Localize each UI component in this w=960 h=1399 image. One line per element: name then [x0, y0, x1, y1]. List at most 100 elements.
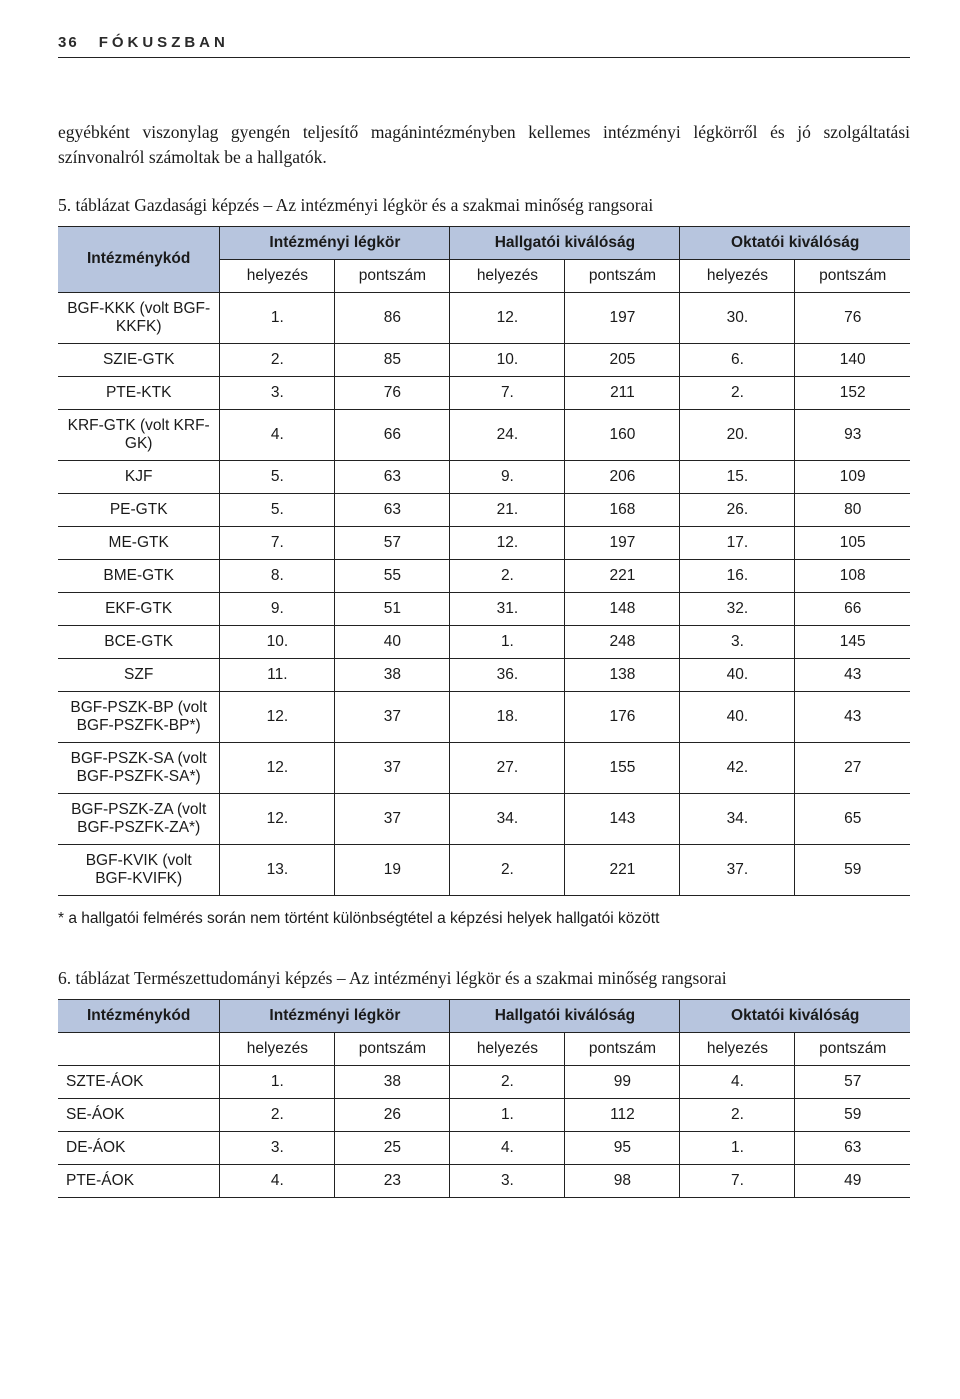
table1-footnote: * a hallgatói felmérés során nem történt… [58, 910, 910, 928]
cell-name: PTE-KTK [58, 376, 220, 409]
cell-value: 63 [795, 1131, 910, 1164]
cell-value: 145 [795, 625, 910, 658]
cell-value: 7. [680, 1164, 795, 1197]
cell-value: 20. [680, 409, 795, 460]
cell-value: 43 [795, 658, 910, 691]
cell-value: 38 [335, 658, 450, 691]
cell-name: BGF-PSZK-SA (volt BGF-PSZFK-SA*) [58, 742, 220, 793]
col-intezmenyi-legkor: Intézményi légkör [220, 999, 450, 1032]
col-intezmenykod: Intézménykód [58, 226, 220, 292]
cell-value: 30. [680, 292, 795, 343]
col-oktatoi-kivalosag: Oktatói kiválóság [680, 226, 910, 259]
cell-value: 26 [335, 1098, 450, 1131]
table2-caption: 6. táblázat Természettudományi képzés – … [58, 968, 910, 989]
cell-value: 4. [220, 1164, 335, 1197]
cell-value: 93 [795, 409, 910, 460]
cell-value: 23 [335, 1164, 450, 1197]
cell-name: BCE-GTK [58, 625, 220, 658]
cell-value: 37 [335, 742, 450, 793]
cell-name: BME-GTK [58, 559, 220, 592]
table2-group-header-row: Intézménykód Intézményi légkör Hallgatói… [58, 999, 910, 1032]
cell-value: 4. [680, 1065, 795, 1098]
cell-value: 25 [335, 1131, 450, 1164]
cell-value: 13. [220, 844, 335, 895]
cell-name: BGF-PSZK-BP (volt BGF-PSZFK-BP*) [58, 691, 220, 742]
cell-value: 160 [565, 409, 680, 460]
table-row: BCE-GTK10.401.2483.145 [58, 625, 910, 658]
cell-value: 112 [565, 1098, 680, 1131]
cell-name: KRF-GTK (volt KRF-GK) [58, 409, 220, 460]
cell-value: 63 [335, 460, 450, 493]
table-row: KJF5.639.20615.109 [58, 460, 910, 493]
cell-name: EKF-GTK [58, 592, 220, 625]
cell-name: BGF-KKK (volt BGF-KKFK) [58, 292, 220, 343]
cell-name: PE-GTK [58, 493, 220, 526]
cell-value: 16. [680, 559, 795, 592]
cell-value: 15. [680, 460, 795, 493]
cell-value: 1. [220, 292, 335, 343]
cell-value: 66 [795, 592, 910, 625]
sub-pontszam: pontszám [335, 1032, 450, 1065]
cell-value: 85 [335, 343, 450, 376]
cell-value: 152 [795, 376, 910, 409]
cell-value: 27 [795, 742, 910, 793]
cell-value: 19 [335, 844, 450, 895]
cell-name: SZTE-ÁOK [58, 1065, 220, 1098]
table-row: SZTE-ÁOK1.382.994.57 [58, 1065, 910, 1098]
cell-value: 10. [450, 343, 565, 376]
cell-value: 34. [680, 793, 795, 844]
cell-value: 221 [565, 844, 680, 895]
cell-value: 155 [565, 742, 680, 793]
sub-pontszam: pontszám [565, 259, 680, 292]
cell-value: 3. [450, 1164, 565, 1197]
cell-value: 11. [220, 658, 335, 691]
sub-helyezes: helyezés [680, 1032, 795, 1065]
cell-value: 197 [565, 526, 680, 559]
cell-value: 105 [795, 526, 910, 559]
table1-group-header-row: Intézménykód Intézményi légkör Hallgatói… [58, 226, 910, 259]
cell-value: 65 [795, 793, 910, 844]
sub-pontszam: pontszám [565, 1032, 680, 1065]
col-intezmenyi-legkor: Intézményi légkör [220, 226, 450, 259]
cell-value: 95 [565, 1131, 680, 1164]
cell-name: KJF [58, 460, 220, 493]
cell-value: 59 [795, 1098, 910, 1131]
cell-value: 168 [565, 493, 680, 526]
col-hallgatoi-kivalosag: Hallgatói kiválóság [450, 999, 680, 1032]
cell-value: 76 [335, 376, 450, 409]
cell-name: BGF-PSZK-ZA (volt BGF-PSZFK-ZA*) [58, 793, 220, 844]
cell-value: 12. [450, 292, 565, 343]
cell-name: ME-GTK [58, 526, 220, 559]
cell-value: 12. [220, 742, 335, 793]
cell-value: 140 [795, 343, 910, 376]
cell-value: 24. [450, 409, 565, 460]
cell-value: 3. [680, 625, 795, 658]
cell-value: 248 [565, 625, 680, 658]
cell-value: 55 [335, 559, 450, 592]
cell-value: 36. [450, 658, 565, 691]
cell-value: 108 [795, 559, 910, 592]
table-row: DE-ÁOK3.254.951.63 [58, 1131, 910, 1164]
table1-caption: 5. táblázat Gazdasági képzés – Az intézm… [58, 195, 910, 216]
cell-value: 12. [220, 691, 335, 742]
cell-value: 9. [220, 592, 335, 625]
cell-value: 59 [795, 844, 910, 895]
cell-value: 10. [220, 625, 335, 658]
col-oktatoi-kivalosag: Oktatói kiválóság [680, 999, 910, 1032]
cell-value: 9. [450, 460, 565, 493]
cell-value: 8. [220, 559, 335, 592]
page-number: 36 [58, 34, 79, 51]
cell-name: SZIE-GTK [58, 343, 220, 376]
cell-value: 3. [220, 1131, 335, 1164]
page-header: 36 FÓKUSZBAN [58, 34, 910, 57]
cell-value: 63 [335, 493, 450, 526]
page-section: FÓKUSZBAN [99, 34, 229, 51]
cell-value: 197 [565, 292, 680, 343]
table-row: SZF11.3836.13840.43 [58, 658, 910, 691]
cell-value: 38 [335, 1065, 450, 1098]
cell-name: BGF-KVIK (volt BGF-KVIFK) [58, 844, 220, 895]
cell-value: 2. [450, 1065, 565, 1098]
table-row: BGF-PSZK-BP (volt BGF-PSZFK-BP*)12.3718.… [58, 691, 910, 742]
cell-value: 37. [680, 844, 795, 895]
cell-value: 221 [565, 559, 680, 592]
